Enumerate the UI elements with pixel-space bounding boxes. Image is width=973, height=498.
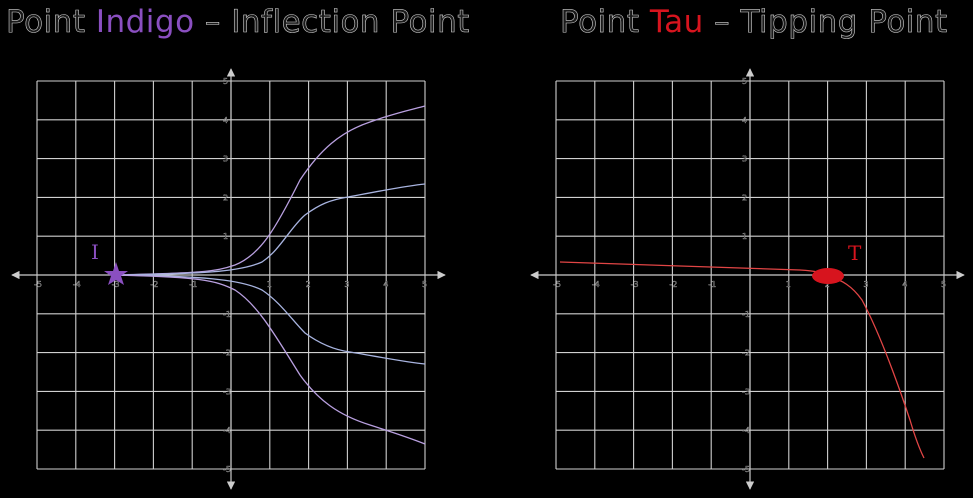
y-tick-label: 5: [223, 77, 228, 86]
title-indigo: Point Indigo – Inflection Point: [6, 4, 470, 41]
x-tick-label: -3: [112, 280, 120, 289]
y-tick-label: -3: [223, 387, 231, 396]
x-tick-label: 2: [825, 280, 830, 289]
x-tick-label: 5: [422, 280, 427, 289]
graph-indigo: -5 -4 -3 -2 -1 1 2 3 4 5 5 4 3 2 1 -1 -2 -3 -4 -5 I: [11, 68, 446, 490]
title-highlight-tau: Tau: [649, 4, 704, 40]
x-tick-label: -5: [553, 280, 561, 289]
x-tick-label: -2: [150, 280, 158, 289]
y-tick-label: -1: [742, 310, 750, 319]
point-label-indigo: I: [91, 240, 99, 264]
y-tick-label: 1: [223, 232, 228, 241]
curve-lower-inner: [111, 274, 426, 365]
y-tick-label: -5: [742, 465, 750, 474]
curve-upper-inner: [111, 183, 426, 276]
y-tick-label: 2: [742, 193, 747, 202]
axes-tau: [530, 68, 965, 490]
y-tick-label: -1: [223, 310, 231, 319]
y-tick-label: 5: [742, 77, 747, 86]
title-highlight-indigo: Indigo: [95, 4, 195, 40]
x-tick-label: 4: [902, 280, 907, 289]
x-tick-label: 1: [786, 280, 791, 289]
x-tick-label: -3: [631, 280, 639, 289]
y-tick-label: 3: [223, 155, 228, 164]
y-tick-label: 2: [223, 193, 228, 202]
star-icon: [104, 262, 128, 285]
x-tick-label: 3: [863, 280, 868, 289]
curve-lower-outer: [111, 274, 426, 445]
x-tick-label: -4: [73, 280, 81, 289]
y-tick-label: -5: [223, 465, 231, 474]
tick-labels-tau: -5 -4 -3 -2 -1 1 2 3 4 5 5 4 3 2 1 -1 -2 -3 -4 -5: [553, 77, 946, 474]
y-tick-label: -3: [742, 387, 750, 396]
x-tick-label: -4: [592, 280, 600, 289]
x-tick-label: -5: [34, 280, 42, 289]
point-label-tau: T: [848, 241, 862, 265]
tick-labels-indigo: -5 -4 -3 -2 -1 1 2 3 4 5 5 4 3 2 1 -1 -2 -3 -4 -5: [34, 77, 427, 474]
x-tick-label: 5: [941, 280, 946, 289]
y-tick-label: -4: [223, 426, 231, 435]
y-tick-label: 3: [742, 155, 747, 164]
x-tick-label: 3: [344, 280, 349, 289]
y-tick-label: 1: [742, 232, 747, 241]
curve-upper-outer: [111, 105, 426, 276]
x-tick-label: -2: [669, 280, 677, 289]
x-tick-label: 4: [383, 280, 388, 289]
x-tick-label: 2: [306, 280, 311, 289]
graph-tau: -5 -4 -3 -2 -1 1 2 3 4 5 5 4 3 2 1 -1 -2 -3 -4 -5 T: [530, 68, 965, 490]
x-tick-label: -1: [708, 280, 716, 289]
ellipse-marker: [812, 268, 844, 284]
title-tau: Point Tau – Tipping Point: [560, 4, 948, 41]
y-tick-label: -4: [742, 426, 750, 435]
y-tick-label: -2: [223, 349, 231, 358]
curves-indigo: [111, 105, 426, 445]
axes-indigo: [11, 68, 446, 490]
x-tick-label: 1: [267, 280, 272, 289]
y-tick-label: 4: [742, 116, 747, 125]
y-tick-label: -2: [742, 349, 750, 358]
x-tick-label: -1: [189, 280, 197, 289]
y-tick-label: 4: [223, 116, 228, 125]
